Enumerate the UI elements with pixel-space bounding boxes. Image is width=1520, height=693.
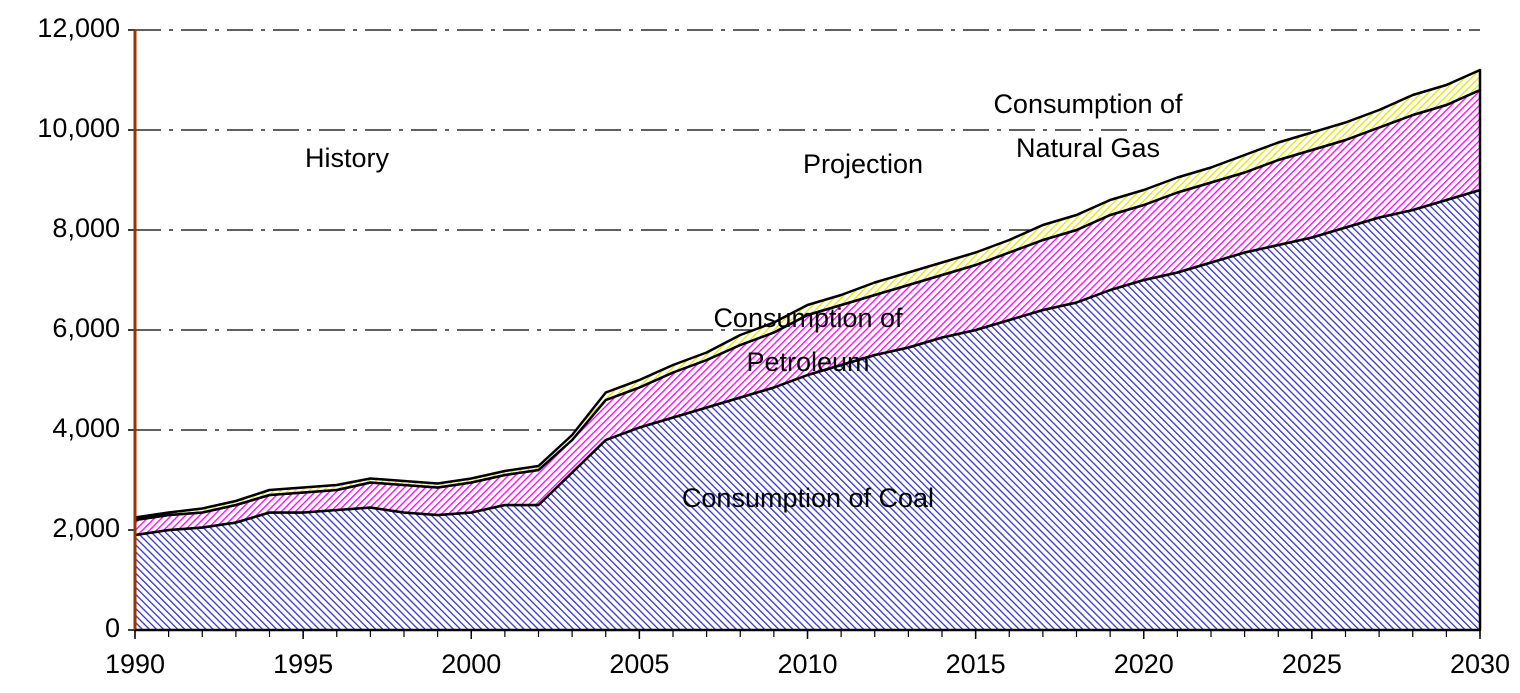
- x-tick-label: 1990: [105, 649, 165, 679]
- area: [133, 68, 1482, 522]
- annotation: Petroleum: [746, 347, 869, 377]
- annotation: Natural Gas: [1016, 133, 1160, 163]
- x-tick-label: 2010: [777, 649, 837, 679]
- annotation: Consumption of: [713, 303, 903, 333]
- annotation: History: [305, 143, 390, 173]
- y-tick-label: 8,000: [52, 213, 120, 243]
- annotation: Projection: [803, 149, 923, 179]
- y-tick-label: 10,000: [37, 113, 120, 143]
- annotation: Consumption of Coal: [682, 483, 934, 513]
- y-tick-label: 2,000: [52, 513, 120, 543]
- annotation: Consumption of: [993, 89, 1183, 119]
- x-tick-label: 1995: [273, 649, 333, 679]
- y-tick-label: 0: [105, 613, 120, 643]
- x-tick-label: 2020: [1114, 649, 1174, 679]
- y-tick-label: 4,000: [52, 413, 120, 443]
- y-tick-label: 6,000: [52, 313, 120, 343]
- y-tick-label: 12,000: [37, 13, 120, 43]
- area: [133, 188, 1482, 632]
- x-tick-label: 2015: [946, 649, 1006, 679]
- x-tick-label: 2000: [441, 649, 501, 679]
- x-tick-label: 2005: [609, 649, 669, 679]
- x-tick-label: 2025: [1282, 649, 1342, 679]
- x-tick-label: 2030: [1450, 649, 1510, 679]
